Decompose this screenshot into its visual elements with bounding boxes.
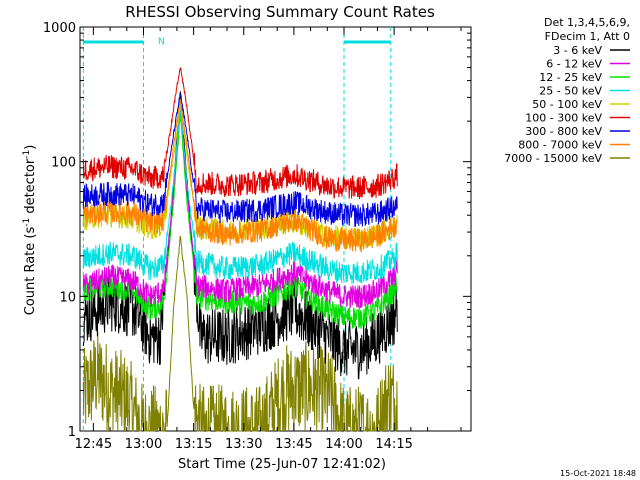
legend-label-7: 800 - 7000 keV bbox=[518, 139, 602, 152]
y-tick-label-3: 1000 bbox=[43, 21, 76, 36]
series-line-7 bbox=[82, 98, 398, 253]
legend-label-0: 3 - 6 keV bbox=[553, 44, 602, 57]
legend: Det 1,3,4,5,6,9, FDecim 1, Att 0 3 - 6 k… bbox=[504, 16, 630, 165]
series-line-1 bbox=[82, 101, 398, 309]
plot-area: 12:45 13:00 13:15 13:30 13:45 14:00 14:15 1 10 10… bbox=[43, 21, 472, 452]
y-tick-label-2: 100 bbox=[51, 156, 76, 171]
legend-label-8: 7000 - 15000 keV bbox=[504, 152, 602, 165]
series-line-0 bbox=[82, 91, 398, 380]
legend-label-2: 12 - 25 keV bbox=[539, 71, 602, 84]
x-tick-label-5: 14:00 bbox=[325, 437, 362, 452]
x-tick-label-2: 13:15 bbox=[175, 437, 212, 452]
x-tick-label-6: 14:15 bbox=[375, 437, 412, 452]
legend-header-line-1: Det 1,3,4,5,6,9, bbox=[544, 16, 630, 29]
timestamp: 15-Oct-2021 18:48 bbox=[560, 469, 636, 478]
series-line-3 bbox=[82, 109, 398, 285]
legend-label-6: 300 - 800 keV bbox=[525, 125, 602, 138]
series-line-5 bbox=[82, 67, 398, 200]
night-intervals bbox=[82, 27, 392, 431]
y-tick-label-0: 1 bbox=[68, 425, 76, 440]
legend-label-4: 50 - 100 keV bbox=[532, 98, 602, 111]
legend-header-line-2: FDecim 1, Att 0 bbox=[545, 30, 630, 43]
legend-label-1: 6 - 12 keV bbox=[546, 58, 602, 71]
x-tick-label-4: 13:45 bbox=[275, 437, 312, 452]
chart-title: RHESSI Observing Summary Count Rates bbox=[125, 3, 435, 21]
series-line-6 bbox=[82, 93, 398, 227]
night-marker-label: N bbox=[158, 37, 165, 47]
legend-label-3: 25 - 50 keV bbox=[539, 85, 602, 98]
x-axis-label: Start Time (25-Jun-07 12:41:02) bbox=[178, 457, 386, 472]
x-tick-label-3: 13:30 bbox=[225, 437, 262, 452]
y-axis-label: Count Rate (s-1 detector-1) bbox=[22, 145, 38, 316]
x-tick-label-0: 12:45 bbox=[75, 437, 112, 452]
legend-label-5: 100 - 300 keV bbox=[525, 112, 602, 125]
series-line-8 bbox=[82, 235, 398, 433]
series-layer bbox=[82, 67, 398, 433]
axis-ticks: 12:45 13:00 13:15 13:30 13:45 14:00 14:15 1 10 10… bbox=[43, 21, 471, 452]
y-tick-label-1: 10 bbox=[59, 290, 76, 305]
x-tick-label-1: 13:00 bbox=[125, 437, 162, 452]
plot-frame bbox=[79, 26, 472, 432]
